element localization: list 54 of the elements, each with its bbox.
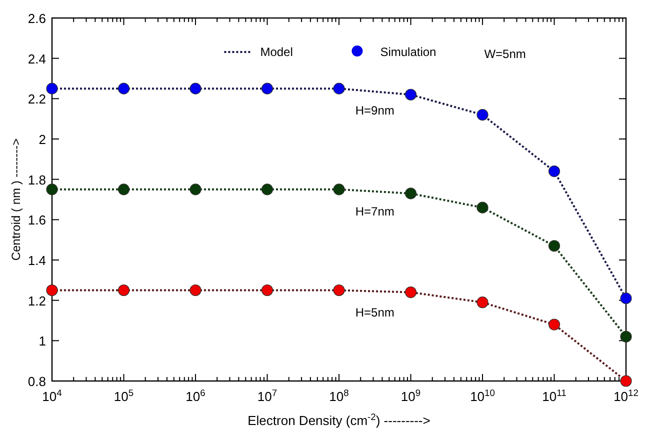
legend-label: Simulation	[380, 45, 436, 59]
point	[476, 202, 488, 214]
annotation: W=5nm	[484, 47, 526, 61]
point	[333, 82, 345, 94]
y-tick-label: 2	[38, 132, 46, 147]
point	[333, 284, 345, 296]
point	[548, 318, 560, 330]
x-tick-label: 10$^{6}$	[186, 388, 206, 404]
y-tick-label: 2.2	[28, 92, 46, 107]
y-tick-label: 1.8	[28, 172, 46, 188]
point	[118, 184, 130, 196]
x-tick-label: 10$^{7}$	[257, 388, 278, 404]
point	[261, 284, 274, 296]
point	[620, 330, 632, 342]
y-axis-title: Centroid ( nm ) -------->	[9, 138, 23, 261]
annotation: H=7nm	[355, 204, 394, 218]
point	[118, 284, 130, 296]
point	[46, 82, 58, 94]
x-axis-title: Electron Density (cm$^{-2}$) --------->	[248, 412, 430, 428]
point	[620, 292, 632, 304]
point	[548, 240, 560, 252]
y-tick-label: 1.6	[28, 212, 46, 228]
point	[476, 109, 488, 121]
point	[404, 88, 417, 100]
point	[261, 184, 274, 196]
point	[620, 375, 632, 387]
x-tick-label: 10$^{8}$	[329, 388, 349, 404]
y-tick-label: 2.6	[28, 11, 46, 26]
legend-label: Model	[260, 45, 293, 59]
point	[46, 184, 58, 196]
point	[46, 284, 58, 296]
x-tick-label: 10$^{10}$	[470, 388, 495, 404]
point	[190, 82, 202, 94]
y-tick-label: 1.2	[28, 293, 46, 308]
point	[190, 284, 202, 296]
x-tick-label: 10$^{9}$	[400, 388, 421, 404]
x-tick-label: 10$^{11}$	[542, 388, 566, 404]
annotation: H=5nm	[355, 305, 394, 320]
y-tick-label: 2.4	[28, 51, 46, 66]
x-tick-label: 10$^{4}$	[42, 388, 62, 404]
annotation: H=9nm	[355, 104, 394, 118]
y-tick-label: 1.4	[28, 253, 46, 268]
point	[190, 184, 202, 196]
y-tick-label: 0.8	[28, 374, 46, 389]
point	[476, 296, 488, 308]
point	[118, 82, 130, 94]
point	[261, 82, 274, 94]
x-tick-label: 10$^{5}$	[114, 388, 134, 404]
point	[404, 188, 417, 200]
point	[333, 184, 345, 196]
x-tick-label: 10$^{12}$	[614, 388, 638, 404]
point	[548, 165, 560, 178]
point	[404, 286, 417, 298]
y-tick-label: 1	[38, 334, 46, 349]
